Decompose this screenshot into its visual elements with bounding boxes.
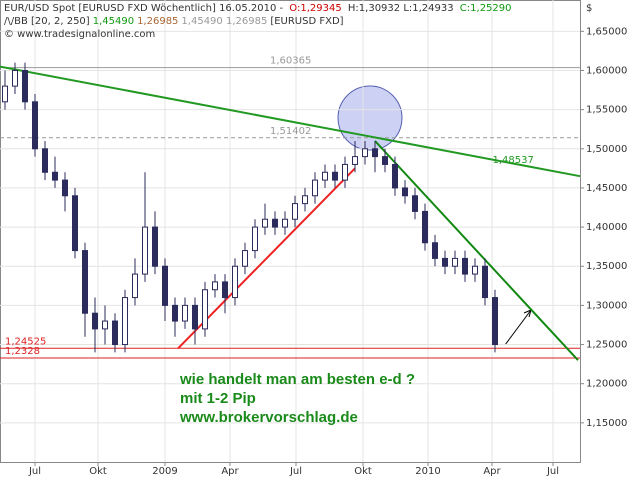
candle-body (402, 187, 408, 197)
header-part: © www.tradesignalonline.com (4, 29, 155, 40)
candle-body (452, 257, 458, 267)
y-tick-label: 1,40000 (586, 222, 627, 233)
candle-body (22, 69, 28, 103)
y-tick-label: 1,30000 (586, 300, 627, 311)
plot-frame (0, 0, 581, 463)
candle-body (2, 85, 8, 103)
y-tick-label: 1,35000 (586, 261, 627, 272)
currency-label: $ (586, 3, 592, 14)
header-part: /\/BB [20, 2, 250] (4, 16, 90, 27)
candle-body (142, 226, 148, 275)
candle-body (122, 297, 128, 346)
candle-body (252, 226, 258, 252)
candle-body (32, 101, 38, 150)
candle-body (222, 281, 228, 299)
header-part: [EURUSD FXD] (270, 16, 343, 27)
candle-body (172, 304, 178, 322)
candle-body (462, 257, 468, 275)
header-part: 1,45490 (93, 16, 134, 27)
level-label: 1,24525 (5, 336, 46, 347)
candle-body (112, 320, 118, 346)
x-tick-label: Apr (221, 466, 239, 477)
candle-body (442, 257, 448, 267)
header-part: C:1,25290 (460, 3, 512, 14)
candle-body (152, 226, 158, 267)
x-tick-label: Jul (289, 466, 302, 477)
candle-body (492, 297, 498, 346)
candle-body (372, 148, 378, 158)
candle-body (232, 265, 238, 299)
candle-body (302, 195, 308, 205)
y-tick-label: 1,20000 (586, 379, 627, 390)
header-part: EUR/USD Spot [EURUSD FXD Wöchentlich] 16… (4, 3, 286, 14)
note: www.brokervorschlag.de (179, 409, 358, 426)
candle-body (242, 250, 248, 267)
header-line: © www.tradesignalonline.com (4, 29, 155, 40)
candle-body (332, 171, 338, 181)
candle-body (72, 195, 78, 252)
level-label: 1,60365 (270, 56, 311, 67)
y-tick-label: 1,50000 (586, 144, 627, 155)
header-line: /\/BB [20, 2, 250] 1,45490 1,26985 1,45490 … (4, 16, 344, 27)
note: wie handelt man am besten e-d ? (179, 371, 415, 388)
x-tick-label: Apr (483, 466, 501, 477)
candle-body (322, 171, 328, 181)
candle-body (282, 218, 288, 228)
candle-body (132, 273, 138, 299)
candle-body (312, 179, 318, 197)
arrow-head (523, 309, 532, 318)
candle-body (192, 304, 198, 330)
header-part: O:1,29345 (289, 3, 341, 14)
candle-body (472, 265, 478, 275)
candle-body (352, 156, 358, 165)
candle-body (12, 69, 18, 87)
candle-body (42, 148, 48, 173)
candle-body (382, 156, 388, 165)
header-line: EUR/USD Spot [EURUSD FXD Wöchentlich] 16… (4, 3, 512, 14)
header-part: H:1,30932 L:1,24933 (345, 3, 457, 14)
note: mit 1-2 Pip (180, 390, 256, 407)
level-label: 1,51402 (270, 126, 311, 137)
y-tick-label: 1,65000 (586, 26, 627, 37)
y-tick-label: 1,25000 (586, 340, 627, 351)
candle-body (362, 148, 368, 158)
candle-body (262, 218, 268, 228)
header-part: 1,26985 (137, 16, 178, 27)
candle-body (182, 304, 188, 322)
trendline-label: 1,48537 (493, 155, 534, 166)
x-tick-label: Okt (354, 466, 372, 477)
x-tick-label: 2009 (152, 466, 177, 477)
x-tick-label: 2010 (415, 466, 440, 477)
candle-body (392, 163, 398, 189)
candle-body (342, 163, 348, 181)
level-label: 1,2328 (5, 346, 40, 357)
candle-body (482, 265, 488, 299)
x-tick-label: Okt (89, 466, 107, 477)
candle-body (102, 320, 108, 330)
trendline (374, 140, 579, 361)
header-part: 1,45490 1,26985 (181, 16, 267, 27)
candle-body (52, 171, 58, 181)
arrow (504, 309, 532, 346)
candle-body (162, 265, 168, 306)
x-tick-label: Jul (28, 466, 41, 477)
candle-body (202, 289, 208, 330)
candle-body (422, 210, 428, 244)
candle-body (292, 203, 298, 220)
y-tick-label: 1,55000 (586, 105, 627, 116)
candle-body (432, 242, 438, 259)
candle-body (272, 218, 278, 228)
candle-body (412, 195, 418, 212)
y-tick-label: 1,60000 (586, 65, 627, 76)
y-tick-label: 1,15000 (586, 418, 627, 429)
candle-body (92, 312, 98, 330)
candle-body (82, 250, 88, 314)
candle-body (212, 281, 218, 291)
x-tick-label: Jul (546, 466, 559, 477)
candle-body (62, 179, 68, 197)
y-tick-label: 1,45000 (586, 183, 627, 194)
trendline (0, 65, 581, 178)
